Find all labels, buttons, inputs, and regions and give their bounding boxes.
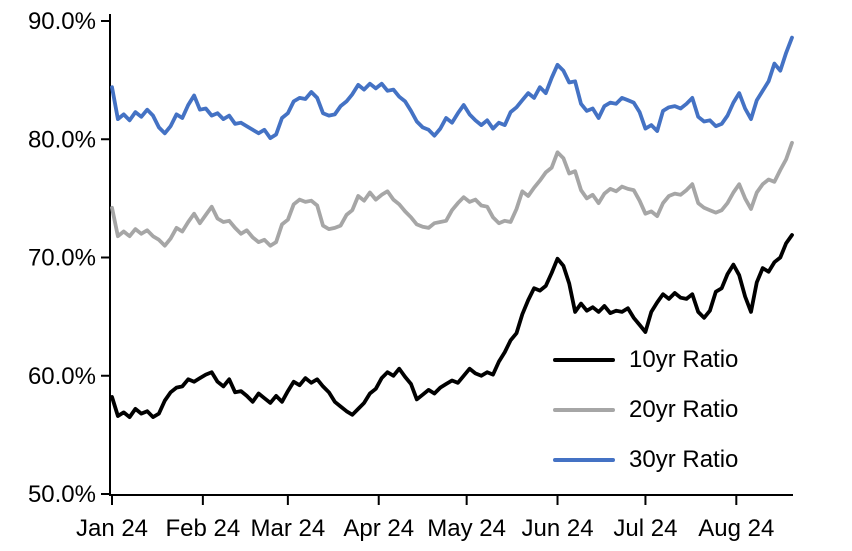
legend-label-10yr: 10yr Ratio <box>629 346 739 373</box>
x-tick-label: Apr 24 <box>343 515 414 542</box>
y-tick-label: 90.0% <box>28 8 96 35</box>
legend-item-20yr-ratio: 20yr Ratio <box>553 397 738 422</box>
legend: 10yr Ratio 20yr Ratio 30yr Ratio <box>553 347 738 472</box>
x-tick-label: Jul 24 <box>613 515 677 542</box>
x-tick-label: May 24 <box>427 515 506 542</box>
series-line-10yr-ratio <box>110 233 794 420</box>
legend-label-20yr: 20yr Ratio <box>629 396 739 423</box>
x-tick-label: Feb 24 <box>166 515 241 542</box>
legend-line-swatch-10yr <box>553 357 615 362</box>
series-line-30yr-ratio <box>110 35 794 141</box>
x-tick-label: Mar 24 <box>251 515 326 542</box>
y-tick-label: 70.0% <box>28 245 96 272</box>
y-tick-label: 60.0% <box>28 363 96 390</box>
legend-label-30yr: 30yr Ratio <box>629 446 739 473</box>
legend-item-10yr-ratio: 10yr Ratio <box>553 347 738 372</box>
series-line-20yr-ratio <box>110 140 794 248</box>
x-tick-label: Aug 24 <box>698 515 774 542</box>
x-tick-label: Jun 24 <box>521 515 593 542</box>
x-tick-label: Jan 24 <box>76 515 148 542</box>
legend-item-30yr-ratio: 30yr Ratio <box>553 447 738 472</box>
legend-line-swatch-30yr <box>553 457 615 462</box>
y-tick-label: 50.0% <box>28 481 96 508</box>
legend-line-swatch-20yr <box>553 407 615 412</box>
y-tick-label: 80.0% <box>28 126 96 153</box>
